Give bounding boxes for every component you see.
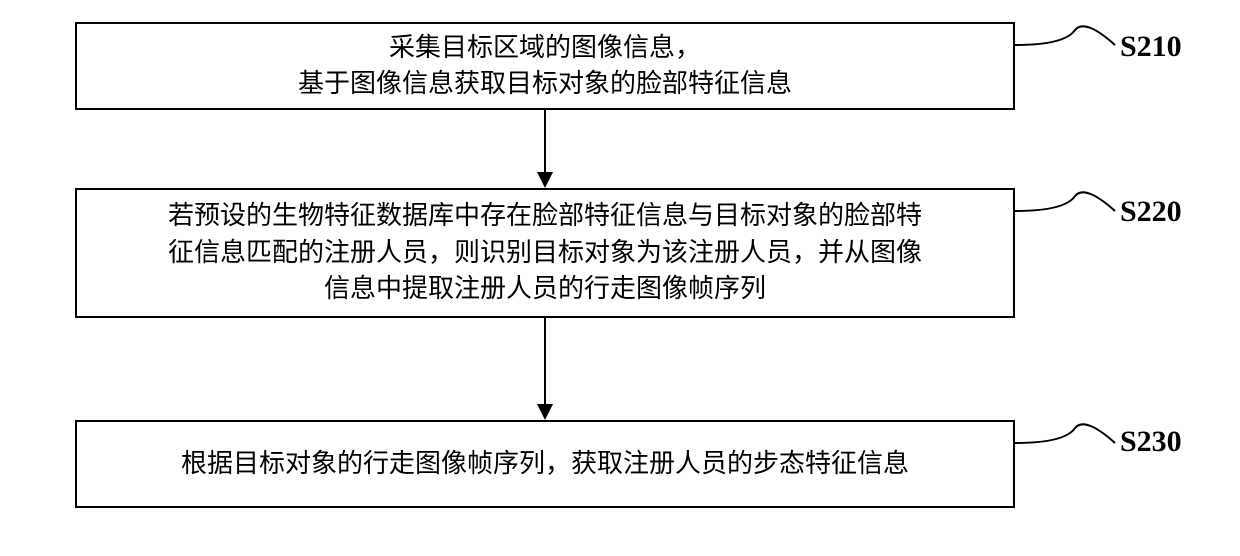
flowchart-container: 采集目标区域的图像信息， 基于图像信息获取目标对象的脸部特征信息 S210 若预… bbox=[0, 0, 1240, 556]
connector-curve-s210 bbox=[1015, 22, 1120, 72]
node-text-line: 采集目标区域的图像信息， bbox=[389, 30, 701, 66]
connector-curve-s220 bbox=[1015, 188, 1120, 238]
flowchart-node-s230: 根据目标对象的行走图像帧序列，获取注册人员的步态特征信息 bbox=[75, 420, 1015, 508]
step-label-s230: S230 bbox=[1120, 425, 1182, 459]
connector-curve-s230 bbox=[1015, 420, 1120, 470]
node-text-line: 征信息匹配的注册人员，则识别目标对象为该注册人员，并从图像 bbox=[168, 235, 922, 271]
flowchart-arrow bbox=[533, 110, 557, 188]
node-text-line: 根据目标对象的行走图像帧序列，获取注册人员的步态特征信息 bbox=[181, 446, 909, 482]
node-text-line: 信息中提取注册人员的行走图像帧序列 bbox=[324, 271, 766, 307]
node-text-line: 若预设的生物特征数据库中存在脸部特征信息与目标对象的脸部特 bbox=[168, 198, 922, 234]
step-label-s210: S210 bbox=[1120, 30, 1182, 64]
step-label-s220: S220 bbox=[1120, 195, 1182, 229]
flowchart-node-s210: 采集目标区域的图像信息， 基于图像信息获取目标对象的脸部特征信息 bbox=[75, 22, 1015, 110]
node-text-line: 基于图像信息获取目标对象的脸部特征信息 bbox=[298, 66, 792, 102]
flowchart-node-s220: 若预设的生物特征数据库中存在脸部特征信息与目标对象的脸部特 征信息匹配的注册人员… bbox=[75, 188, 1015, 318]
flowchart-arrow bbox=[533, 318, 557, 420]
